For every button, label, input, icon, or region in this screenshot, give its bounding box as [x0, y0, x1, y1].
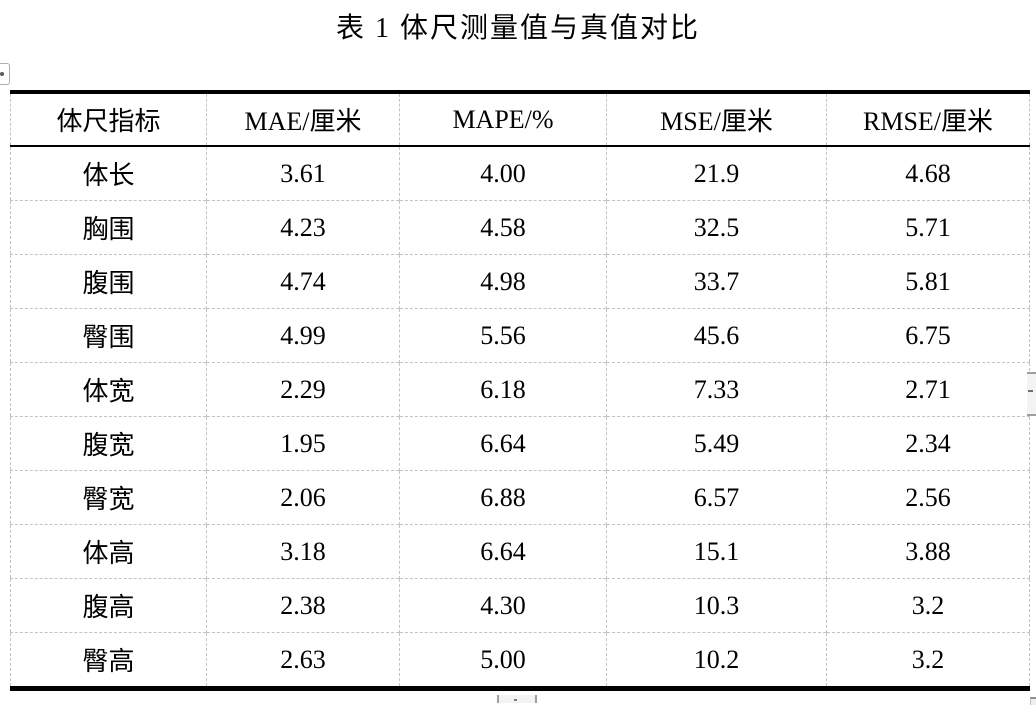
value-cell: 2.38	[206, 578, 400, 633]
table-row: 腹围 4.74 4.98 33.7 5.81	[10, 254, 1030, 309]
column-header-rmse: RMSE/厘米	[826, 92, 1030, 147]
row-header-cell: 腹围	[10, 254, 207, 309]
value-cell: 5.71	[826, 200, 1030, 255]
value-cell: 4.74	[206, 254, 400, 309]
row-header-cell: 体高	[10, 524, 207, 579]
value-cell: 6.75	[826, 308, 1030, 363]
table-row: 体高 3.18 6.64 15.1 3.88	[10, 524, 1030, 579]
table-header: 体尺指标 MAE/厘米 MAPE/% MSE/厘米 RMSE/厘米	[10, 92, 1030, 147]
value-cell: 1.95	[206, 416, 400, 471]
value-cell: 4.99	[206, 308, 400, 363]
column-header-mae: MAE/厘米	[206, 92, 400, 147]
value-cell: 3.2	[826, 578, 1030, 633]
value-cell: 3.18	[206, 524, 400, 579]
horizontal-scrollbar-thumb[interactable]	[497, 695, 537, 703]
value-cell: 5.49	[606, 416, 827, 471]
move-handle-grip-icon	[0, 72, 4, 76]
value-cell: 4.30	[399, 578, 607, 633]
value-cell: 6.64	[399, 416, 607, 471]
value-cell: 33.7	[606, 254, 827, 309]
value-cell: 6.18	[399, 362, 607, 417]
value-cell: 4.58	[399, 200, 607, 255]
value-cell: 6.64	[399, 524, 607, 579]
table-row: 胸围 4.23 4.58 32.5 5.71	[10, 200, 1030, 255]
value-cell: 2.06	[206, 470, 400, 525]
row-header-cell: 胸围	[10, 200, 207, 255]
row-header-cell: 臀高	[10, 632, 207, 689]
value-cell: 10.3	[606, 578, 827, 633]
measurement-table: 体尺指标 MAE/厘米 MAPE/% MSE/厘米 RMSE/厘米 体长 3.61…	[10, 90, 1030, 691]
value-cell: 5.56	[399, 308, 607, 363]
value-cell: 5.00	[399, 632, 607, 689]
value-cell: 15.1	[606, 524, 827, 579]
column-header-mape: MAPE/%	[399, 92, 607, 147]
table-caption: 表 1 体尺测量值与真值对比	[335, 13, 700, 44]
table-row: 体宽 2.29 6.18 7.33 2.71	[10, 362, 1030, 417]
row-header-cell: 体长	[82, 161, 135, 190]
table-move-handle[interactable]	[0, 63, 10, 85]
vertical-scrollbar-thumb[interactable]	[1027, 372, 1036, 416]
value-cell: 4.23	[206, 200, 400, 255]
value-cell: 3.88	[826, 524, 1030, 579]
table-row: 臀高 2.63 5.00 10.2 3.2	[10, 632, 1030, 689]
value-cell: 10.2	[606, 632, 827, 689]
value-cell: 2.29	[206, 362, 400, 417]
value-cell: 3.61	[206, 146, 400, 201]
table-row: 腹高 2.38 4.30 10.3 3.2	[10, 578, 1030, 633]
value-cell: 3.2	[826, 632, 1030, 689]
row-header-cell: 腹高	[10, 578, 207, 633]
value-cell: 5.81	[826, 254, 1030, 309]
scrollbar-grip-icon	[514, 699, 517, 701]
value-cell: 6.57	[606, 470, 827, 525]
value-cell: 45.6	[606, 308, 827, 363]
table-row: 臀围 4.99 5.56 45.6 6.75	[10, 308, 1030, 363]
measurement-table-wrapper: 体尺指标 MAE/厘米 MAPE/% MSE/厘米 RMSE/厘米 体长 3.61…	[10, 90, 1030, 691]
value-cell: 6.88	[399, 470, 607, 525]
scrollbar-corner-fragment	[1030, 697, 1036, 705]
scrollbar-grip-icon	[1028, 390, 1033, 392]
value-cell: 21.9	[606, 146, 827, 201]
value-cell: 2.34	[826, 416, 1030, 471]
value-cell: 32.5	[606, 200, 827, 255]
column-header-mse: MSE/厘米	[606, 92, 827, 147]
value-cell: 4.98	[399, 254, 607, 309]
table-row: 腹宽 1.95 6.64 5.49 2.34	[10, 416, 1030, 471]
row-header-cell: 臀围	[10, 308, 207, 363]
value-cell: 4.00	[399, 146, 607, 201]
value-cell: 2.56	[826, 470, 1030, 525]
value-cell: 4.68	[826, 146, 1030, 201]
table-body: 体长 3.61 4.00 21.9 4.68 胸围 4.23 4.58 32.5 5.71 腹围 4.…	[10, 146, 1030, 689]
header-row: 体尺指标 MAE/厘米 MAPE/% MSE/厘米 RMSE/厘米	[10, 92, 1030, 147]
column-header-indicator: 体尺指标	[10, 92, 207, 147]
table-row: 体长 3.61 4.00 21.9 4.68	[11, 146, 1030, 201]
row-header-cell: 腹宽	[10, 416, 207, 471]
value-cell: 2.71	[826, 362, 1030, 417]
value-cell: 2.63	[206, 632, 400, 689]
row-header-cell: 臀宽	[10, 470, 207, 525]
table-row: 臀宽 2.06 6.88 6.57 2.56	[10, 470, 1030, 525]
value-cell: 7.33	[606, 362, 827, 417]
row-header-cell: 体宽	[10, 362, 207, 417]
